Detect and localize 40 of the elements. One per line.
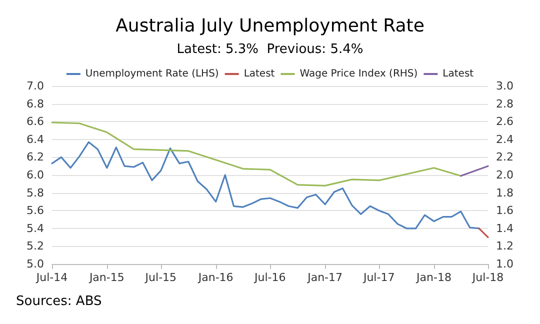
y2-tick-label: 2.2 [496,150,514,164]
x-tick-label: Jul-15 [144,271,177,284]
x-tick-label: Jul-18 [471,271,504,284]
chart-subtitle: Latest: 5.3% Previous: 5.4% [176,42,364,57]
x-tick-label: Jul-17 [362,271,395,284]
y-tick-label: 6.6 [26,115,44,128]
y-tick-label: 5.8 [26,186,44,200]
y2-tick-label: 2.8 [496,97,514,110]
y2-tick-label: 2.4 [496,132,514,146]
source-note: Sources: ABS [16,294,102,309]
x-tick-label: Jan-18 [416,271,452,284]
y2-tick-label: 1.0 [496,258,514,270]
x-tick-label: Jul-14 [35,271,68,284]
y-tick-label: 5.4 [26,222,44,235]
x-tick-label: Jan-17 [306,271,343,284]
x-tick-label: Jul-16 [254,271,286,284]
y2-tick-label: 1.6 [496,204,514,218]
y-tick-label: 6.8 [26,97,44,110]
y2-tick-label: 1.2 [496,240,514,253]
y-tick-label: 5.2 [26,240,44,253]
y-tick-label: 5.6 [26,204,44,218]
y2-tick-label: 1.8 [496,186,514,200]
y2-tick-label: 2.6 [496,115,514,128]
y2-tick-label: 2.0 [496,168,514,182]
y-tick-label: 6.4 [26,132,44,146]
legend-label: Latest [244,68,275,80]
line-series [51,141,480,230]
line-series [51,122,462,186]
x-tick-label: Jan-16 [197,271,234,284]
legend-label: Wage Price Index (RHS) [300,68,418,80]
y2-tick-label: 1.4 [496,222,514,235]
chart-title: Australia July Unemployment Rate [116,16,424,36]
y-tick-label: 7.0 [26,80,44,92]
y2-tick-label: 3.0 [496,80,514,92]
x-tick-label: Jan-15 [88,271,124,284]
legend-label: Latest [442,68,474,80]
legend-label: Unemployment Rate (LHS) [85,68,219,80]
y-tick-label: 6.0 [26,168,44,182]
y-tick-label: 6.2 [26,150,44,164]
y-tick-label: 5.0 [26,258,44,270]
